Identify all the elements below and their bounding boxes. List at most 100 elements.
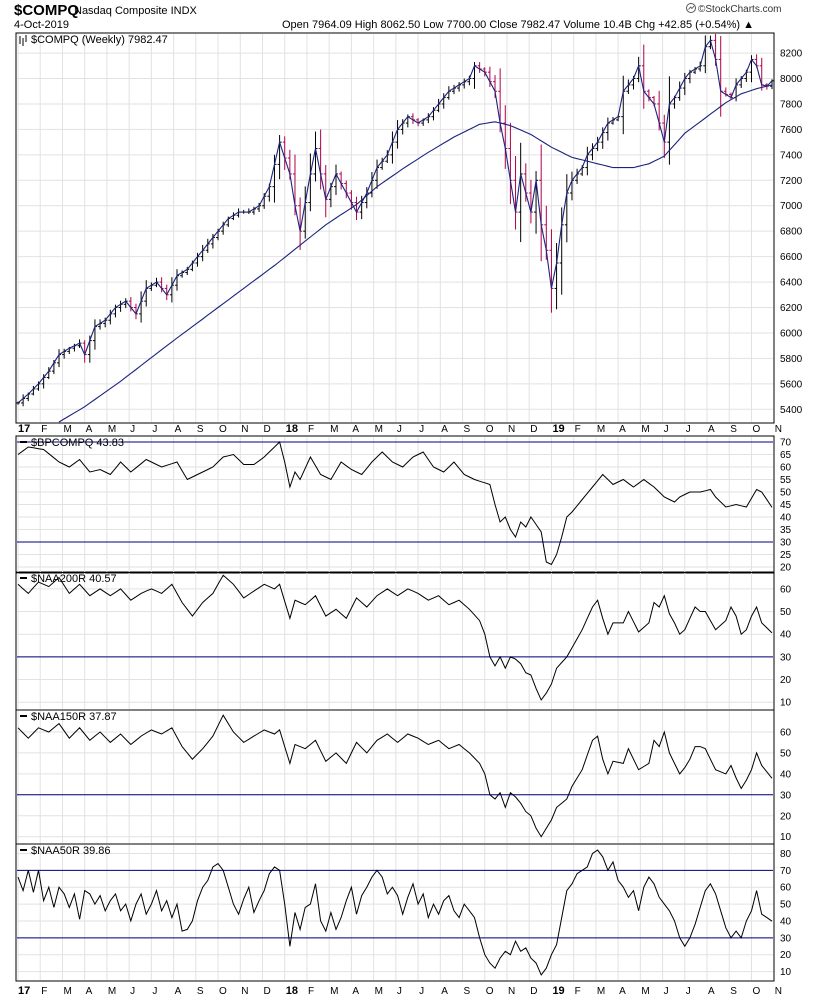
naa150r-panel-title: $NAA150R 37.87 [20,711,117,723]
svg-text:$BPCOMPQ 43.83: $BPCOMPQ 43.83 [31,437,124,449]
y-tick-label: 7600 [780,125,803,136]
month-axis-middle: 17 F M A M J J A S O N D 18 F M A M J J A S O N D 19 F M A M J J A S O N [18,423,782,435]
month-label: M [108,424,116,435]
naa200r-panel-title: $NAA200R 40.57 [20,573,117,585]
month-label: J [664,986,669,997]
month-label: J [419,986,424,997]
month-label: A [352,424,359,435]
index-name: Nasdaq Composite INDX [74,5,198,17]
month-label: 19 [552,985,564,997]
y-tick-label: 5400 [780,405,803,416]
month-label: J [419,424,424,435]
month-label: M [375,424,383,435]
svg-text:$NAA50R 39.86: $NAA50R 39.86 [31,845,111,857]
y-tick-label: 10 [780,698,792,709]
y-tick-label: 70 [780,866,792,877]
y-tick-label: 40 [780,769,792,780]
panel-price [15,32,775,424]
svg-text:$NAA200R 40.57: $NAA200R 40.57 [31,573,117,585]
month-label: F [308,424,314,435]
month-label: F [41,986,47,997]
y-tick-label: 20 [780,675,792,686]
month-label: A [175,424,182,435]
month-label: O [752,424,760,435]
y-tick-label: 50 [780,900,792,911]
panel-bpcompq [15,435,775,574]
month-label: 18 [286,423,298,435]
chart-date: 4-Oct-2019 [14,19,69,31]
month-label: A [441,986,448,997]
y-tick-label: 25 [780,550,792,561]
month-label: F [308,986,314,997]
month-label: F [575,424,581,435]
naa200r-line [17,574,773,701]
y-tick-label: 6200 [780,303,803,314]
y-tick-label: 8000 [780,74,803,85]
y-tick-label: 8200 [780,49,803,60]
stockcharts-logo-icon [686,3,696,13]
y-tick-label: 10 [780,967,792,978]
month-label: D [530,424,537,435]
month-label: S [730,424,737,435]
naa150r-line [17,714,773,838]
y-tick-label: 20 [780,563,792,574]
y-tick-label: 30 [780,538,792,549]
y-tick-label: 5800 [780,354,803,365]
month-label: N [508,424,515,435]
month-label: A [708,424,715,435]
price-panel-title: $COMPQ (Weekly) 7982.47 [19,34,168,46]
month-label: A [86,424,93,435]
month-label: S [730,986,737,997]
y-tick-label: 7000 [780,201,803,212]
month-label: M [108,986,116,997]
month-label: M [63,424,71,435]
month-label: S [197,986,204,997]
y-tick-label: 60 [780,727,792,738]
month-label: N [241,986,248,997]
month-label: A [708,986,715,997]
month-label: A [175,986,182,997]
price-stats: Open 7964.09 High 8062.50 Low 7700.00 Cl… [282,19,754,31]
month-label: 19 [552,423,564,435]
y-tick-label: 80 [780,849,792,860]
month-label: F [41,424,47,435]
month-label: M [63,986,71,997]
month-label: S [197,424,204,435]
y-tick-label: 7800 [780,99,803,110]
month-label: 17 [18,985,30,997]
price-close-line [17,39,773,404]
y-tick-label: 40 [780,513,792,524]
month-label: J [130,424,135,435]
y-tick-label: 40 [780,630,792,641]
month-label: J [686,986,691,997]
y-tick-label: 55 [780,475,792,486]
y-tick-label: 10 [780,832,792,843]
month-label: 17 [18,423,30,435]
month-label: 18 [286,985,298,997]
y-tick-label: 70 [780,438,792,449]
month-label: D [263,986,270,997]
moving-average-line [58,84,773,423]
month-label: N [508,986,515,997]
y-tick-label: 6000 [780,328,803,339]
y-tick-label: 30 [780,652,792,663]
series-layer [16,33,774,976]
month-label: O [752,986,760,997]
month-label: O [219,424,227,435]
watermark: ©StockCharts.com [686,3,782,15]
y-tick-label: 60 [780,883,792,894]
month-label: O [486,986,494,997]
svg-text:$NAA150R 37.87: $NAA150R 37.87 [31,711,117,723]
month-label: A [441,424,448,435]
symbol-title: $COMPQ [14,2,79,19]
y-axis-ticks: 5400 5600 5800 6000 6200 6400 6600 6800 7000 7200… [780,49,803,978]
bpcompq-panel-title: $BPCOMPQ 43.83 [20,437,124,449]
y-tick-label: 50 [780,748,792,759]
month-label: M [641,424,649,435]
y-tick-label: 6400 [780,278,803,289]
month-label: J [397,986,402,997]
month-axis-bottom: 17 F M A M J J A S O N D 18 F M A M J J A S O N D 19 F M A M J J A S O N [18,985,782,997]
y-tick-label: 40 [780,916,792,927]
y-tick-label: 20 [780,950,792,961]
